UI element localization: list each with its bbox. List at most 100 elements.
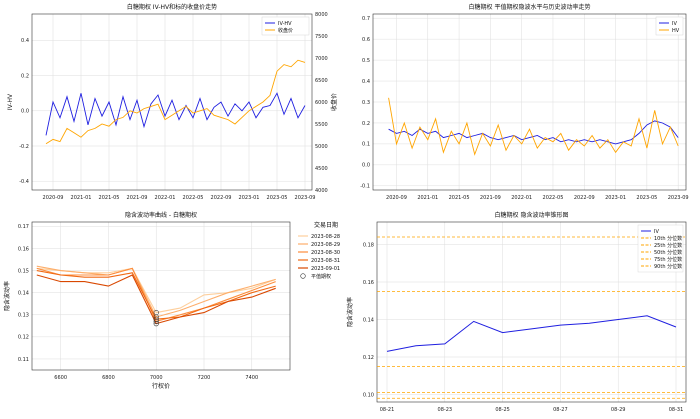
x-tick-label: 2022-05 <box>543 195 564 201</box>
x-tick-label: 2021-09 <box>480 195 501 201</box>
legend-label: 50th 分位数 <box>654 249 682 256</box>
plot-frame <box>372 13 687 191</box>
y-tick-label: 0.0 <box>362 163 370 169</box>
legend-label: 75th 分位数 <box>654 256 682 263</box>
y-tick-label: 0.0 <box>21 109 29 115</box>
x-tick-label: 2023-09 <box>295 195 316 201</box>
y2-tick-label: 7500 <box>315 34 328 40</box>
y-tick-label: 0.1 <box>362 142 370 148</box>
x-tick-label: 08-23 <box>438 407 453 413</box>
legend-label: 10th 分位数 <box>654 235 682 242</box>
legend-label: HV <box>672 28 680 34</box>
x-tick-label: 08-25 <box>495 407 510 413</box>
y2-tick-label: 5000 <box>315 144 328 150</box>
y-tick-label: 0.10 <box>363 392 374 398</box>
chart-iv-cone: 08-21 08-23 08-25 08-27 08-29 08-31 0.10 0.12 0.… <box>346 211 687 413</box>
y-tick-label: -0.2 <box>19 144 29 150</box>
y-tick-label: 0.14 <box>18 290 29 296</box>
y2-tick-label: 5500 <box>315 122 328 128</box>
y-tick-label: 0.12 <box>363 355 374 361</box>
series-line-0 <box>45 92 306 136</box>
legend-label: IV <box>654 229 659 235</box>
chart-iv-hv-trend: 2020-09 2021-01 2021-05 2021-09 2022-01 2022-… <box>360 3 688 201</box>
y2-tick-label: 7000 <box>315 56 328 62</box>
y-tick-label: 0.14 <box>363 317 374 323</box>
x-tick-label: 2022-05 <box>183 195 204 201</box>
x-tick-label: 2021-05 <box>99 195 120 201</box>
legend-label: IV-HV <box>278 21 292 27</box>
x-tick-label: 2023-01 <box>605 195 626 201</box>
series-line-0 <box>388 120 679 145</box>
y2-tick-label: 8000 <box>315 12 328 18</box>
legend-label: 2023-08-31 <box>311 258 340 264</box>
x-tick-label: 2021-09 <box>127 195 148 201</box>
chart-title: 白糖期权 IV-HV和标的收盘价走势 <box>127 3 217 11</box>
legend-label: 收盘价 <box>278 27 293 34</box>
x-tick-label: 6600 <box>54 375 67 381</box>
x-axis-label: 行权价 <box>152 382 170 390</box>
x-tick-label: 08-31 <box>669 407 684 413</box>
legend-title: 交易日期 <box>314 221 338 229</box>
chart-title: 隐含波动率曲线 - 白糖期权 <box>125 211 197 219</box>
y-tick-label: 0.13 <box>18 313 29 319</box>
y-tick-label: 0.15 <box>18 268 29 274</box>
y2-tick-label: 4000 <box>315 188 328 194</box>
x-tick-label: 08-27 <box>553 407 568 413</box>
legend-label: 2023-08-30 <box>311 250 340 256</box>
x-tick-label: 2023-09 <box>668 195 689 201</box>
y-axis-label: IV-HV <box>7 93 14 110</box>
atm-marker <box>153 318 159 325</box>
chart-iv-smile: 6600 6800 7000 7200 7400 0.11 0.12 0.13 0.14 0.15… <box>3 211 340 390</box>
chart-iv-hv-close: 2020-09 2021-01 2021-05 2021-09 2022-01 2022-… <box>7 3 338 201</box>
x-tick-label: 2022-09 <box>574 195 595 201</box>
y-tick-label: -0.4 <box>19 179 29 185</box>
series-line-0 <box>386 315 677 352</box>
y-tick-label: 0.16 <box>18 246 29 252</box>
x-tick-label: 7400 <box>245 375 258 381</box>
y-tick-label: 0.7 <box>362 16 370 22</box>
x-tick-label: 2020-09 <box>386 195 407 201</box>
y-tick-label: -0.1 <box>360 184 370 190</box>
plot-frame <box>31 221 291 371</box>
x-tick-label: 7000 <box>150 375 163 381</box>
y-tick-label: 0.17 <box>18 224 29 230</box>
atm-marker <box>153 321 159 327</box>
y-tick-label: 0.2 <box>21 73 29 79</box>
x-tick-label: 2023-01 <box>239 195 260 201</box>
legend-label: 平值期权 <box>311 273 331 280</box>
x-tick-label: 2022-01 <box>155 195 176 201</box>
x-tick-label: 7200 <box>198 375 211 381</box>
chart-title: 白糖期权 平值期权隐波水平与历史波动率走势 <box>469 3 591 11</box>
legend-box <box>637 224 684 273</box>
x-tick-label: 2020-09 <box>43 195 64 201</box>
y2-tick-label: 6500 <box>315 78 328 84</box>
series-line-1 <box>45 59 306 145</box>
x-tick-label: 08-29 <box>611 407 626 413</box>
x-tick-label: 2021-01 <box>417 195 438 201</box>
legend-swatch <box>300 273 306 279</box>
plot-frame <box>31 13 313 191</box>
legend-label: 25th 分位数 <box>654 242 682 249</box>
x-tick-label: 2021-05 <box>449 195 470 201</box>
y2-tick-label: 4500 <box>315 166 328 172</box>
x-tick-label: 2023-05 <box>636 195 657 201</box>
y-tick-label: 0.12 <box>18 335 29 341</box>
y-tick-label: 0.4 <box>362 79 370 85</box>
y-tick-label: 0.2 <box>362 121 370 127</box>
y-tick-label: 0.6 <box>362 37 370 43</box>
y-axis-label: 隐含波动率 <box>346 297 354 327</box>
y2-tick-label: 6000 <box>315 100 328 106</box>
legend-label: IV <box>672 21 677 27</box>
chart-title: 白糖期权 隐含波动率锥形图 <box>495 211 569 219</box>
x-tick-label: 08-21 <box>380 407 395 413</box>
x-tick-label: 2022-01 <box>511 195 532 201</box>
x-tick-label: 2021-01 <box>71 195 92 201</box>
y2-axis-label: 收盘价 <box>330 93 338 111</box>
x-tick-label: 2022-09 <box>211 195 232 201</box>
y-tick-label: 0.11 <box>18 357 29 363</box>
